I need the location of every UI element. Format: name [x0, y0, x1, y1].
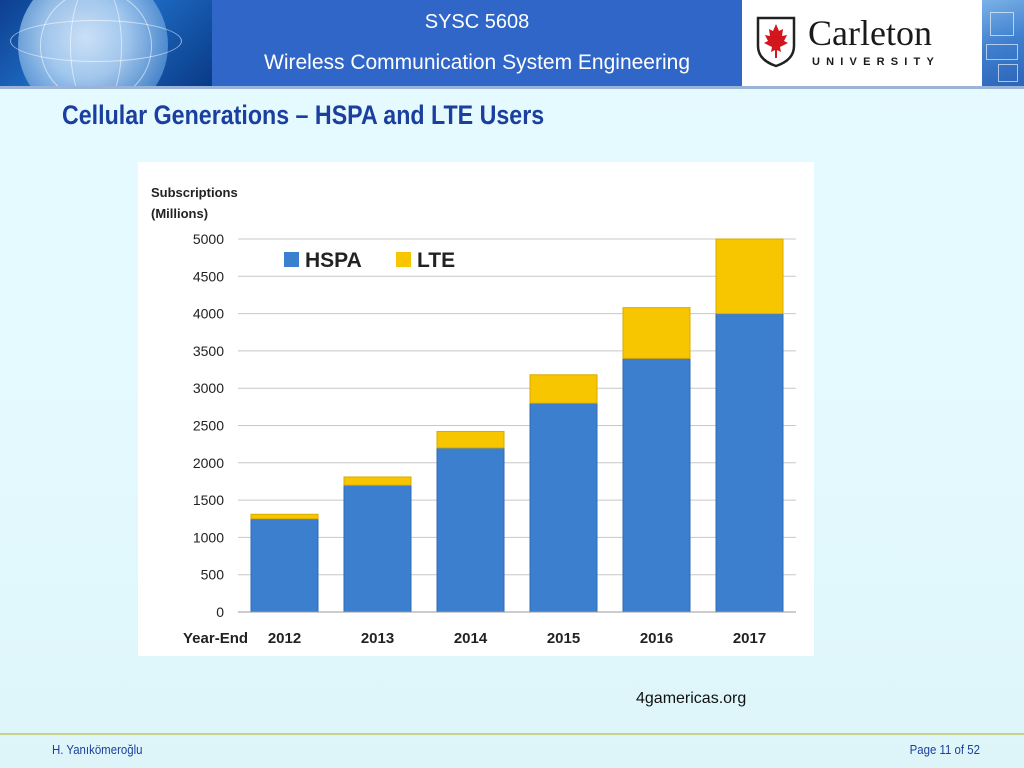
y-tick-label: 3000 — [193, 380, 224, 396]
y-tick-label: 2000 — [193, 455, 224, 471]
header-circuit-banner — [982, 0, 1024, 86]
x-tick-label: 2013 — [361, 630, 394, 647]
y-tick-label: 1500 — [193, 492, 224, 508]
course-code: SYSC 5608 — [424, 11, 530, 33]
university-logo: Carleton UNIVERSITY — [742, 0, 982, 86]
logo-wordmark: Carleton — [808, 13, 932, 53]
legend-label-hspa: HSPA — [305, 249, 362, 272]
bar-lte-2013 — [343, 476, 412, 486]
bars — [250, 238, 784, 613]
bar-hspa-2017 — [715, 313, 784, 613]
chart-panel: 0 500 1000 1500 2000 2500 3000 3500 4000 4500 5000… — [138, 162, 814, 656]
logo-subtext: UNIVERSITY — [812, 56, 941, 68]
bar-hspa-2013 — [343, 484, 412, 613]
bar-lte-2017 — [715, 238, 784, 315]
y-axis: 0 500 1000 1500 2000 2500 3000 3500 4000 4500 5000 — [193, 231, 224, 620]
y-axis-label-line-1: Subscriptions — [151, 185, 238, 200]
slide-title: Cellular Generations – HSPA and LTE User… — [62, 100, 545, 130]
legend: HSPA LTE — [284, 249, 455, 272]
y-tick-label: 5000 — [193, 231, 224, 247]
x-axis: 2012 2013 2014 2015 2016 2017 — [238, 611, 796, 647]
gridlines — [238, 238, 796, 613]
stacked-bar-chart: 0 500 1000 1500 2000 2500 3000 3500 4000 4500 5000… — [151, 185, 796, 647]
x-axis-label: Year-End — [183, 630, 248, 647]
bar-hspa-2012 — [250, 518, 319, 613]
bar-lte-2014 — [436, 430, 505, 449]
y-tick-label: 2500 — [193, 418, 224, 434]
bar-hspa-2015 — [529, 402, 598, 613]
x-tick-label: 2014 — [454, 630, 488, 647]
x-tick-label: 2017 — [733, 630, 766, 647]
header-globe-banner — [0, 0, 212, 86]
footer-author: H. Yanıkömeroğlu — [52, 742, 143, 757]
y-tick-label: 500 — [201, 567, 225, 583]
x-tick-label: 2015 — [547, 630, 580, 647]
y-tick-label: 0 — [216, 604, 224, 620]
footer-page-number: Page 11 of 52 — [909, 742, 980, 757]
legend-swatch-lte — [396, 252, 411, 267]
header-divider — [0, 86, 1024, 89]
bar-lte-2012 — [250, 513, 319, 520]
legend-label-lte: LTE — [417, 249, 455, 272]
legend-swatch-hspa — [284, 252, 299, 267]
y-tick-label: 3500 — [193, 343, 224, 359]
maple-leaf-shield-icon — [756, 16, 796, 68]
source-caption: 4gamericas.org — [636, 690, 747, 707]
x-tick-label: 2016 — [640, 630, 673, 647]
bar-lte-2016 — [622, 307, 691, 359]
y-tick-label: 4500 — [193, 268, 224, 284]
bar-hspa-2014 — [436, 447, 505, 613]
y-tick-label: 4000 — [193, 306, 224, 322]
x-tick-label: 2012 — [268, 630, 301, 647]
y-tick-label: 1000 — [193, 529, 224, 545]
bar-lte-2015 — [529, 374, 598, 404]
header-title-band: SYSC 5608 Wireless Communication System … — [212, 0, 742, 86]
bar-hspa-2016 — [622, 357, 691, 613]
course-name: Wireless Communication System Engineerin… — [264, 51, 690, 74]
footer-divider — [0, 733, 1024, 735]
y-axis-label-line-2: (Millions) — [151, 206, 208, 221]
